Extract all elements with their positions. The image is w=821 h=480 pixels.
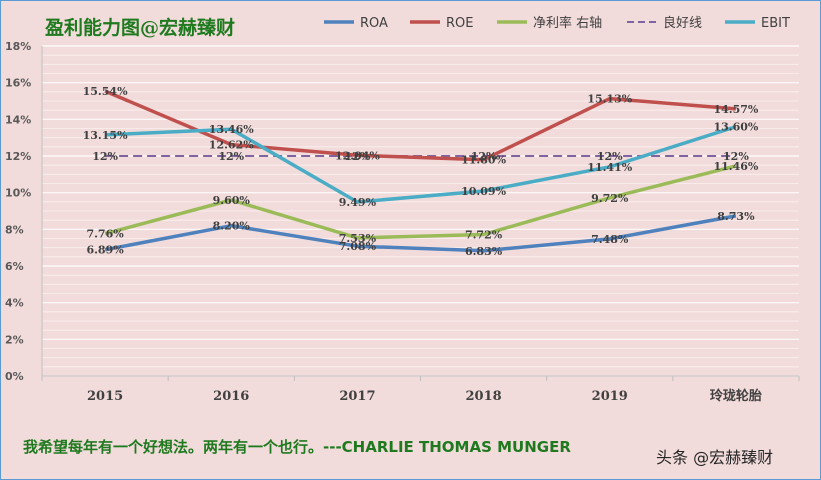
x-tick-label: 玲珑轮胎 — [710, 388, 762, 404]
x-tick-label: 2015 — [87, 389, 123, 404]
data-label: 9.49% — [339, 196, 377, 209]
y-tick-label: 6% — [5, 260, 24, 273]
data-label: 7.76% — [86, 228, 124, 241]
data-label: 14.57% — [713, 103, 758, 116]
data-label: 15.13% — [587, 93, 632, 106]
data-label: 15.54% — [83, 85, 128, 98]
data-label: 6.89% — [86, 244, 124, 257]
data-label: 12% — [218, 150, 244, 163]
y-tick-label: 18% — [5, 40, 31, 53]
data-label: 7.72% — [465, 228, 503, 241]
data-label: 12.62% — [209, 139, 254, 152]
chart-title: 盈利能力图@宏赫臻财 — [44, 16, 235, 39]
series — [104, 89, 737, 253]
data-label: 6.83% — [465, 245, 503, 258]
data-label: 12% — [723, 150, 749, 163]
y-tick-label: 12% — [5, 150, 31, 163]
data-label: 9.72% — [591, 192, 629, 205]
data-label: 13.60% — [713, 121, 758, 134]
y-tick-label: 4% — [5, 297, 24, 310]
footer-quote: 我希望每年有一个好想法。两年有一个也行。---CHARLIE THOMAS MU… — [23, 438, 571, 456]
data-label: 12.04% — [335, 149, 380, 162]
legend-label-1: ROE — [446, 16, 473, 31]
legend-label-2: 净利率 右轴 — [533, 15, 602, 31]
series-line-4 — [105, 125, 737, 204]
data-label: 11.46% — [713, 160, 758, 173]
data-label: 13.46% — [209, 123, 254, 136]
y-tick-label: 8% — [5, 223, 24, 236]
y-tick-label: 16% — [5, 77, 31, 90]
x-tick-label: 2018 — [465, 389, 501, 404]
grid — [42, 45, 799, 377]
data-label: 7.53% — [339, 232, 377, 245]
data-label: 7.48% — [591, 233, 629, 246]
y-tick-label: 2% — [5, 333, 24, 346]
y-tick-label: 0% — [5, 370, 24, 383]
series-line-0 — [104, 214, 737, 253]
x-tick-label: 2019 — [592, 389, 628, 404]
data-label: 12% — [92, 150, 118, 163]
legend: ROA ROE 净利率 右轴 良好线 EBIT — [324, 15, 790, 31]
y-tick-label: 10% — [5, 187, 31, 200]
data-label: 8.73% — [717, 210, 755, 223]
legend-label-4: EBIT — [761, 16, 790, 31]
data-label: 11.80% — [461, 154, 506, 167]
legend-label-3: 良好线 — [663, 15, 702, 31]
data-label: 12% — [597, 150, 623, 163]
data-label: 8.20% — [213, 220, 251, 233]
series-line-2 — [104, 164, 737, 240]
data-label: 9.60% — [213, 194, 251, 207]
y-tick-label: 14% — [5, 113, 31, 126]
series-line-1 — [104, 89, 737, 162]
axes: 0% 2% 4% 6% 8% 10% 12% 14% 16% 18% 2015 2016 2017 201… — [5, 40, 800, 404]
data-labels: 6.89% 8.20% 7.08% 6.83% 7.48% 8.73% 15.54% 12.6… — [83, 85, 759, 258]
x-tick-label: 2017 — [339, 389, 375, 404]
x-tick-label: 2016 — [213, 389, 249, 404]
data-label: 12% — [345, 150, 371, 163]
data-label: 7.08% — [339, 240, 377, 253]
legend-label-0: ROA — [360, 16, 388, 31]
data-label: 10.09% — [461, 185, 506, 198]
watermark: 头条 @宏赫臻财 — [656, 448, 774, 467]
data-label: 11.41% — [587, 161, 632, 174]
data-label: 13.15% — [83, 129, 128, 142]
data-label: 12% — [471, 150, 497, 163]
